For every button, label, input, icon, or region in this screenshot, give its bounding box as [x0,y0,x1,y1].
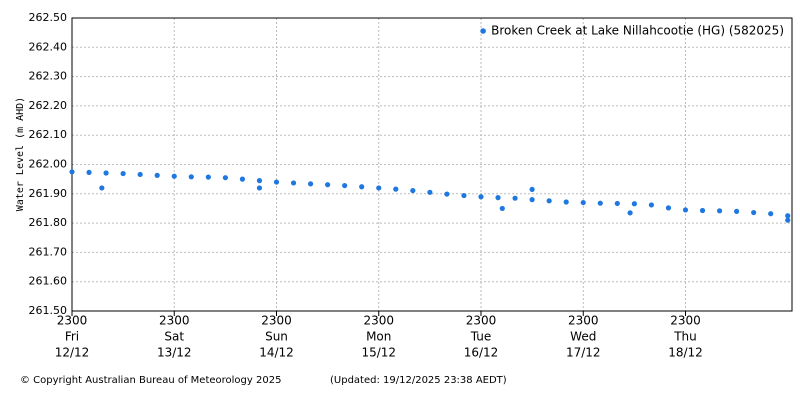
y-tick-label: 262.00 [29,158,68,171]
y-tick-label: 261.80 [29,216,68,229]
x-tick-label: 16/12 [464,346,499,360]
point [120,170,126,177]
x-tick-label: Thu [673,330,697,344]
point [325,182,331,188]
point [546,198,552,204]
point [86,169,92,176]
point [410,187,416,194]
y-tick-label: 262.30 [29,70,68,83]
point [461,192,467,199]
point [597,200,603,206]
y-tick-label: 262.10 [29,128,68,141]
x-tick-label: 17/12 [566,346,601,360]
point [648,202,655,208]
point [682,207,689,213]
point [785,217,791,223]
legend-label: Broken Creek at Lake Nillahcootie (HG) (… [491,24,784,38]
point [665,205,672,211]
point [427,189,433,195]
point [734,208,740,214]
y-tick-label: 261.90 [29,187,68,200]
x-tick-label: Fri [65,330,79,344]
point [785,213,791,219]
footer: © Copyright Australian Bureau of Meteoro… [20,375,281,386]
x-tick-label: 14/12 [259,346,294,360]
x-tick-label: 12/12 [55,346,90,360]
point [307,181,314,187]
x-tick-label: 13/12 [157,346,192,360]
updated: (Updated: 19/12/2025 23:38 AEDT) [330,375,507,386]
x-tick-label: Tue [470,330,492,344]
point [171,173,177,179]
point [499,205,505,212]
point [188,174,194,180]
x-tick-label: 2300 [670,314,701,328]
x-tick-label: 15/12 [361,346,396,360]
point [631,201,637,207]
point [393,186,399,192]
point [580,199,586,206]
x-tick-label: 2300 [159,314,190,328]
point [137,171,143,178]
x-tick-label: Sun [265,330,288,344]
x-tick-label: 2300 [57,314,88,328]
point [103,170,109,176]
point [627,210,633,216]
x-tick-label: 2300 [363,314,394,328]
point [751,209,757,216]
point [154,172,160,178]
point [256,185,263,191]
x-tick-label: 18/12 [668,346,703,360]
y-tick-label: 262.50 [29,11,68,24]
point [699,207,706,214]
y-tick-label: 262.20 [29,99,68,112]
point [69,169,75,175]
point [529,186,535,193]
y-tick-label: 262.40 [29,40,68,53]
x-tick-label: 2300 [261,314,292,328]
y-axis-label: Water Level (m AHD) [15,97,26,211]
x-tick-label: Wed [570,330,596,344]
point [512,195,518,201]
y-tick-label: 261.50 [29,304,68,317]
point [495,195,501,201]
legend-marker [480,28,486,34]
point [342,182,348,189]
point [529,197,535,203]
point [478,194,484,200]
y-tick-label: 261.70 [29,245,68,258]
point [563,199,569,205]
x-tick-label: 2300 [568,314,599,328]
point [239,176,246,182]
point [716,208,723,214]
point [99,185,105,191]
point [256,178,263,184]
point [768,211,774,217]
y-tick-label: 261.60 [29,275,68,288]
x-tick-label: 2300 [466,314,497,328]
x-tick-label: Mon [366,330,391,344]
point [376,185,382,191]
point [205,174,211,180]
point [290,180,297,186]
x-tick-label: Sat [164,330,184,344]
plot-border [71,17,793,312]
point [359,184,365,190]
point [273,179,280,185]
point [222,175,228,181]
point [614,200,620,207]
point [444,191,450,197]
